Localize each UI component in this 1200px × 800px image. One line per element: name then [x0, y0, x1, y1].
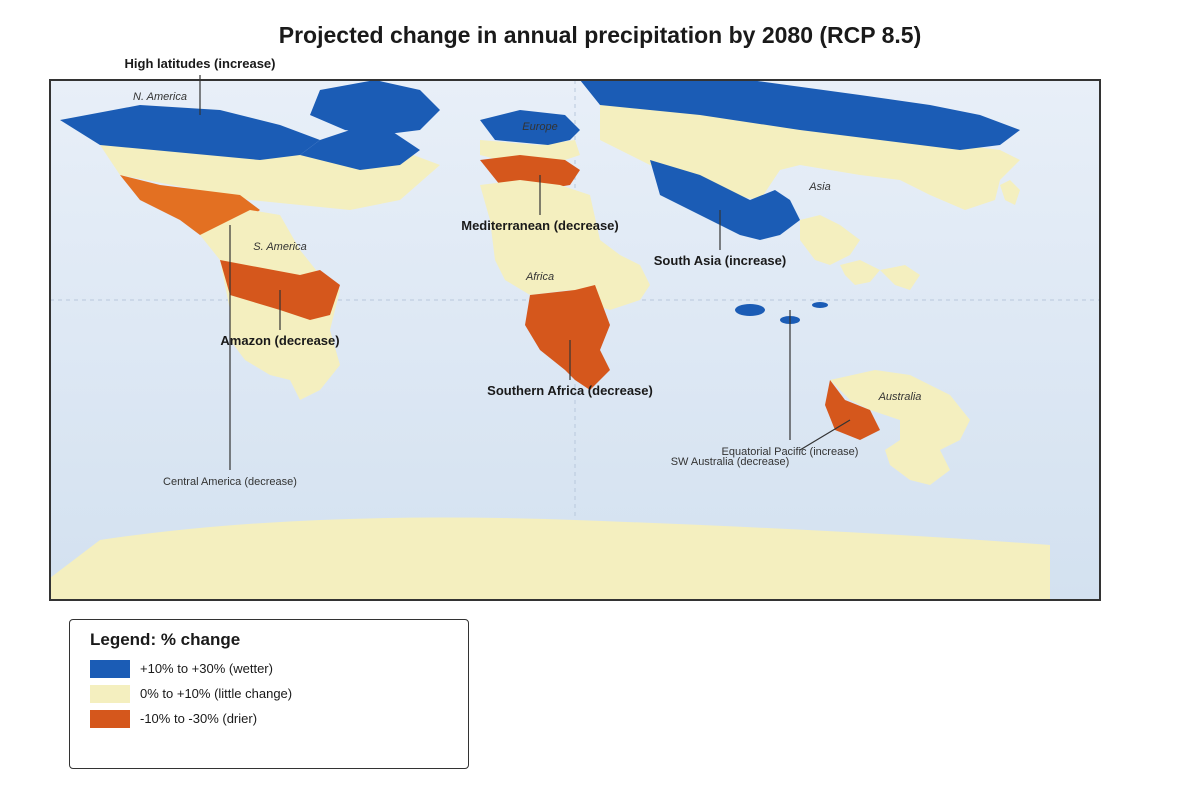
- papua-island: [880, 265, 920, 290]
- legend-label-little-change: 0% to +10% (little change): [140, 686, 293, 701]
- legend-title: Legend: % change: [90, 630, 241, 649]
- annotation-sw-australia: SW Australia (decrease): [671, 456, 790, 468]
- europe-land: [480, 140, 580, 160]
- southern-africa-drier: [525, 285, 610, 390]
- continent-label-europe: Europe: [522, 121, 557, 133]
- annotation-high-latitudes: High latitudes (increase): [125, 56, 276, 71]
- legend-label-drier: -10% to -30% (drier): [140, 711, 258, 726]
- continent-label-south-america: S. America: [253, 241, 306, 253]
- siberia-high-latitude-wetter: [580, 80, 1020, 150]
- asia-land: [600, 105, 1020, 210]
- antarctica-land: [50, 517, 1050, 600]
- australia-land: [830, 370, 970, 485]
- leader-line-sw-australia: [799, 419, 851, 451]
- legend-box: Legend: % change +10% to +30% (wetter) 0…: [69, 619, 469, 769]
- annotation-central-america: Central America (decrease): [163, 476, 297, 488]
- hudson-region-wetter: [300, 130, 420, 170]
- continent-label-africa: Africa: [525, 271, 554, 283]
- equatorial-pacific-wetter-patch: [812, 302, 828, 308]
- annotation-mediterranean: Mediterranean (decrease): [461, 218, 619, 233]
- legend-label-wetter: +10% to +30% (wetter): [140, 661, 273, 676]
- annotation-southern-africa: Southern Africa (decrease): [487, 383, 653, 398]
- east-asia-land: [800, 215, 860, 265]
- legend-swatch-little-change: [90, 685, 130, 703]
- legend-swatch-wetter: [90, 660, 130, 678]
- annotation-south-asia: South Asia (increase): [654, 253, 786, 268]
- mediterranean-drier: [480, 155, 580, 190]
- page-title: Projected change in annual precipitation…: [278, 22, 922, 48]
- north-america-high-latitude-wetter: [60, 105, 320, 160]
- annotation-equatorial-pacific: Equatorial Pacific (increase): [722, 446, 859, 458]
- continent-label-north-america: N. America: [133, 91, 187, 103]
- south-asia-wetter: [650, 160, 800, 240]
- sw-australia-drier: [825, 380, 880, 440]
- map-frame: [49, 79, 1101, 601]
- continent-label-asia: Asia: [808, 181, 830, 193]
- northern-europe-wetter: [480, 110, 580, 145]
- annotation-amazon: Amazon (decrease): [220, 333, 339, 348]
- southeast-asia-islands: [840, 260, 880, 285]
- continent-label-australia: Australia: [878, 391, 922, 403]
- canadian-archipelago-wetter: [310, 80, 440, 135]
- japan-island: [1000, 180, 1020, 205]
- equatorial-pacific-wetter-patch: [735, 304, 765, 316]
- legend-swatch-drier: [90, 710, 130, 728]
- africa-land: [480, 180, 650, 310]
